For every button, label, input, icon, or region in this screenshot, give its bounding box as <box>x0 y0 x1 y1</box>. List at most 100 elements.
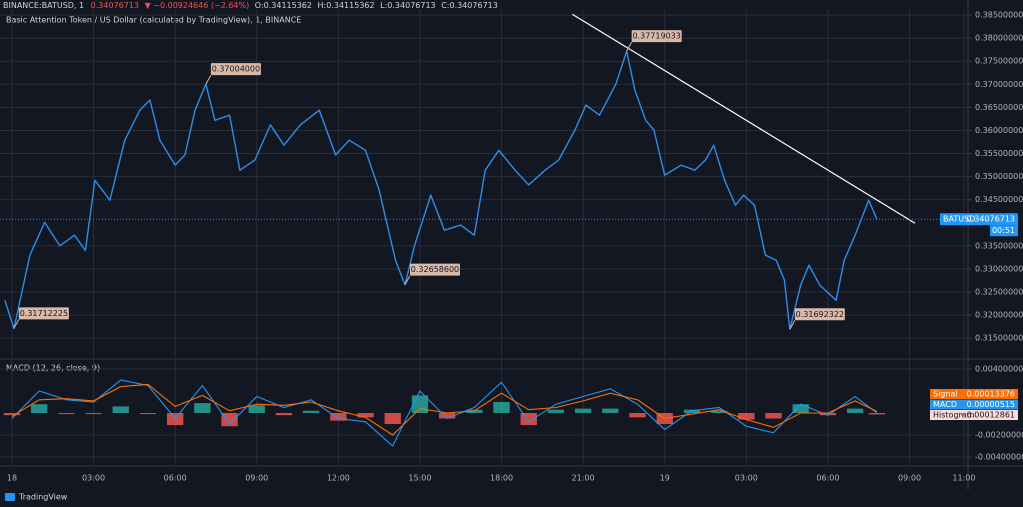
annotation-label: 0.37719033 <box>632 32 680 41</box>
y-tick-label: 0.31500000 <box>975 334 1023 343</box>
x-tick-label: 18:00 <box>490 474 513 483</box>
histogram-bar <box>139 412 157 415</box>
quote: C:0.34076713 <box>441 1 498 10</box>
last-price-box <box>940 213 1018 226</box>
x-tick-label: 09:00 <box>245 474 268 483</box>
annotation-box <box>409 263 460 276</box>
quote: 0.34076713 <box>91 1 139 10</box>
annotation-leader <box>404 275 411 285</box>
x-tick-label: 03:00 <box>735 474 758 483</box>
legend-box <box>930 410 1018 420</box>
brand: TradingView <box>18 493 68 502</box>
quote: H:0.34115362 <box>318 1 375 10</box>
annotation-box <box>631 30 682 43</box>
histogram-bar <box>330 412 347 421</box>
histogram-bar <box>819 412 837 416</box>
countdown-box <box>990 225 1018 237</box>
histogram-bar <box>574 408 592 413</box>
annotation-label: 0.37004000 <box>212 65 260 74</box>
histogram-bar <box>302 410 320 413</box>
last-price-label: 0.34076713 <box>967 215 1015 224</box>
histogram-bar <box>58 412 75 415</box>
quote: O:0.34115362 <box>255 1 312 10</box>
y-tick-label: 0.38000000 <box>975 34 1023 43</box>
y-tick-label: 0.38500000 <box>975 11 1023 20</box>
subtitle: Basic Attention Token / US Dollar (calcu… <box>6 16 301 25</box>
y-tick-label: 0.32000000 <box>975 311 1023 320</box>
histogram-bar <box>738 412 755 420</box>
y-tick-label: 0.37000000 <box>975 80 1023 89</box>
x-tick-label: 12:00 <box>327 474 350 483</box>
histogram-bar <box>629 412 646 418</box>
histogram-bar <box>248 405 265 413</box>
legend-name: Histogram <box>933 411 975 420</box>
y-tick-label: 0.36000000 <box>975 126 1023 135</box>
quote: L:0.34076713 <box>380 1 436 10</box>
histogram-bar <box>112 406 129 413</box>
legend-name: MACD <box>933 400 957 409</box>
quote: ▼ −0.00924646 (−2.64%) <box>145 1 250 10</box>
annotation-label: 0.32658600 <box>411 265 459 274</box>
logo-icon <box>5 493 15 501</box>
annotation-leader <box>789 320 796 330</box>
y-tick-label: 0.32500000 <box>975 288 1023 297</box>
histogram-bar <box>710 410 728 413</box>
annotation-box <box>210 63 261 76</box>
histogram-bar <box>792 404 809 413</box>
brand-logo: TradingView <box>5 493 68 502</box>
annotation-label: 0.31712225 <box>20 309 68 318</box>
x-tick-label: 19 <box>660 474 670 483</box>
histogram-bar <box>384 412 401 424</box>
last-price-name: BATUSD <box>943 215 975 224</box>
legend-value: 0.00000515 <box>967 400 1015 409</box>
y-tick-label: 0.36500000 <box>975 103 1023 112</box>
annotation-leader <box>626 41 633 52</box>
y-tick-label: 0.37500000 <box>975 57 1023 66</box>
x-tick-label: 15:00 <box>408 474 431 483</box>
x-tick-label: 06:00 <box>816 474 839 483</box>
x-tick-label: 21:00 <box>572 474 595 483</box>
histogram-bar <box>846 408 864 413</box>
price-line <box>4 50 878 330</box>
legend-box <box>930 399 1018 410</box>
macd-line <box>11 383 878 436</box>
histogram-bar <box>275 412 293 416</box>
histogram-bar <box>411 395 429 413</box>
annotation-leader <box>13 319 20 329</box>
annotation-box <box>18 307 69 320</box>
x-tick-label: 18 <box>7 474 17 483</box>
histogram-bar <box>357 412 374 418</box>
legend-value: 0.00013376 <box>967 390 1015 399</box>
histogram-bar <box>221 412 238 427</box>
x-tick-label: 09:00 <box>898 474 921 483</box>
header: BINANCE:BATUSD, 1 0.34076713 ▼ −0.009246… <box>3 1 498 10</box>
trend-line <box>571 13 916 224</box>
y-tick-label: 0.35000000 <box>975 172 1023 181</box>
histogram-bar <box>194 403 211 413</box>
y-tick-label: 0.34500000 <box>975 195 1023 204</box>
legend-name: Signal <box>933 390 958 399</box>
histogram-bar <box>493 402 510 413</box>
y-tick-label: -0.00200000 <box>975 430 1023 439</box>
y-tick-label: -0.00400000 <box>975 452 1023 461</box>
legend-value: −0.00012861 <box>960 411 1015 420</box>
histogram-bar <box>765 412 782 419</box>
y-tick-label: 0.35500000 <box>975 149 1023 158</box>
histogram-bar <box>868 412 886 415</box>
histogram-bar <box>520 412 537 426</box>
annotation-leader <box>205 74 212 85</box>
histogram-bar <box>31 404 48 413</box>
y-tick-label: 0.00400000 <box>975 365 1023 374</box>
macd-title: MACD (12, 26, close, 9) <box>6 364 100 373</box>
x-tick-label: 03:00 <box>82 474 105 483</box>
macd-line <box>11 379 878 447</box>
y-tick-label: 0.33000000 <box>975 264 1023 273</box>
histogram-bar <box>85 412 102 415</box>
x-tick-label: 06:00 <box>164 474 187 483</box>
symbol: BINANCE:BATUSD, 1 <box>3 1 84 10</box>
histogram-bar <box>602 408 619 413</box>
histogram-bar <box>3 412 21 416</box>
x-tick-label: 11:00 <box>952 474 975 483</box>
